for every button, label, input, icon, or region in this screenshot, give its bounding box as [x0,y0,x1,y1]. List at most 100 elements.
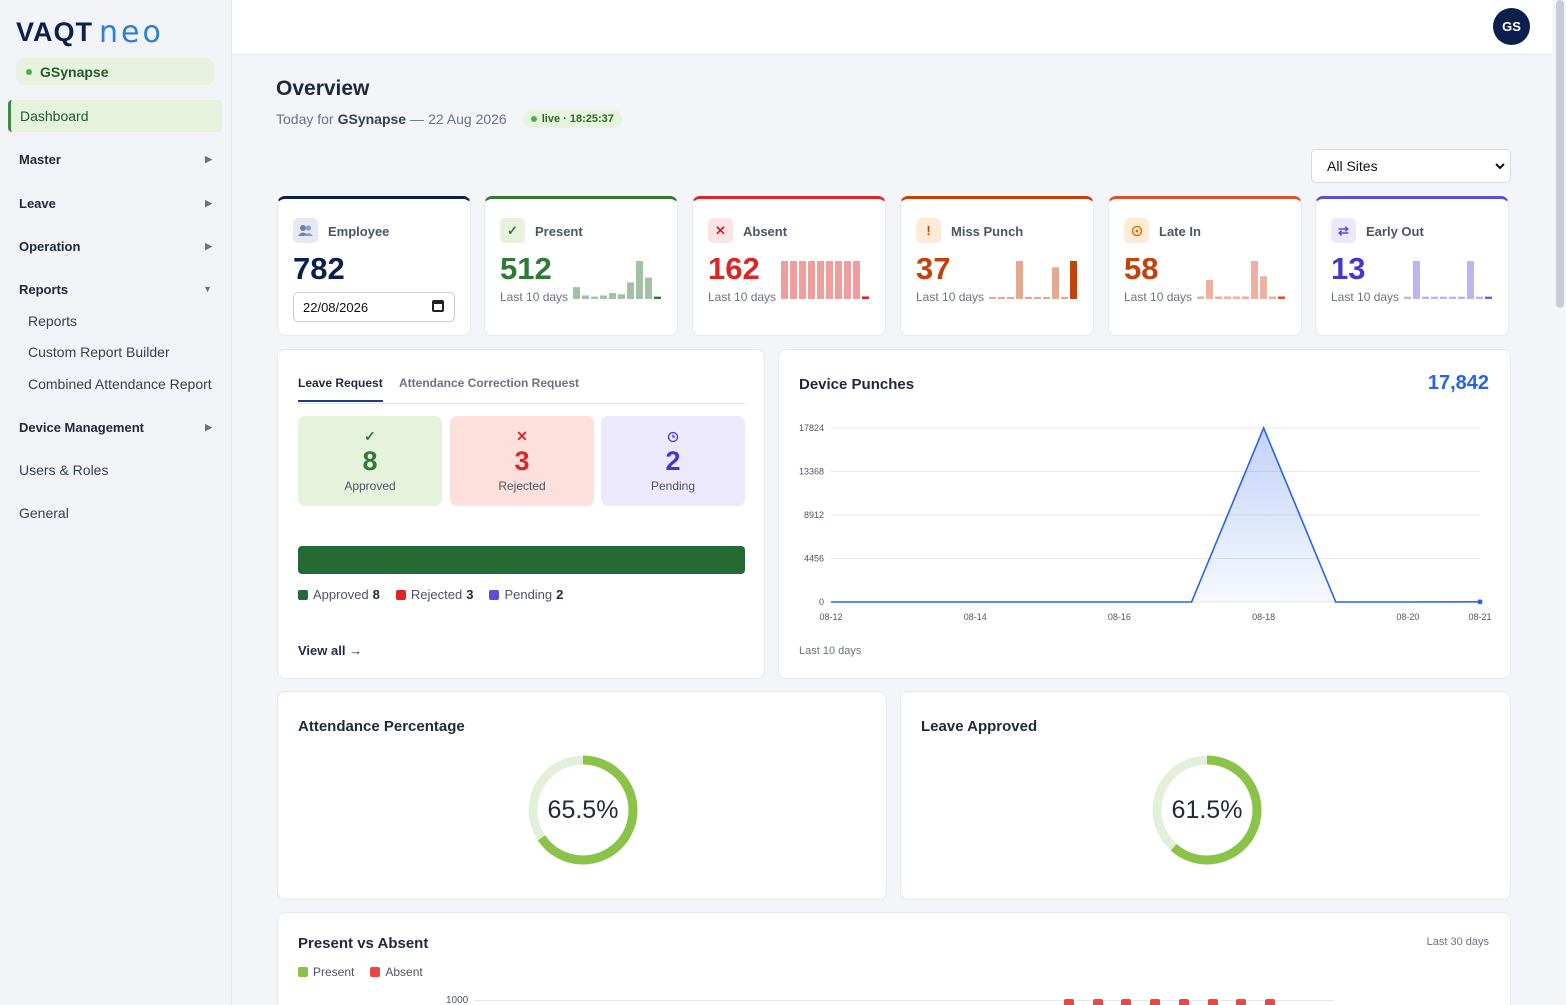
spark-bar [654,296,661,299]
legend-absent: Absent [370,965,423,979]
device-punches-caption: Last 10 days [799,645,862,657]
org-switcher[interactable]: GSynapse [16,58,214,85]
sidebar-subitem-combined-attendance-report[interactable]: Combined Attendance Report [28,376,212,392]
stat-label: Present [535,224,583,239]
absent-bar [1092,999,1103,1005]
spark-bar [1269,296,1276,299]
site-filter-value: All Sites [1327,158,1378,174]
legend-rejected: Rejected 3 [395,587,473,602]
org-status-dot [26,68,32,75]
xtick-label: 08-18 [1252,612,1275,622]
sidebar-item-label: Device Management [19,419,144,435]
sidebar-item-dashboard[interactable]: Dashboard [8,100,222,132]
stat-label: Miss Punch [951,224,1024,239]
stat-card-early-out: ⇄ Early Out 13 Last 10 days [1315,196,1509,336]
spark-bar [1449,296,1456,299]
sidebar-item-operation[interactable]: Operation ▶ [8,230,222,262]
stat-caption: Last 10 days [916,290,985,304]
leave-approved-card: Leave Approved 61.5% [900,691,1511,900]
sidebar-item-master[interactable]: Master ▶ [8,143,222,175]
spark-bar [998,296,1005,299]
leave-approved-value: 61.5% [1171,795,1243,824]
sidebar-item-device-management[interactable]: Device Management ▶ [8,411,222,443]
user-avatar[interactable]: GS [1493,8,1530,45]
sidebar-subitem-custom-report-builder[interactable]: Custom Report Builder [28,344,170,360]
device-punches-chart: 0 4456 8912 13368 17824 08-12 08-14 08-16 08-18 0… [799,423,1492,622]
stat-caption: Last 10 days [1124,290,1193,304]
sparkline-absent [781,261,869,299]
sidebar-item-general[interactable]: General [8,497,222,529]
absent-bar [1150,999,1161,1005]
stat-label: Early Out [1366,224,1424,239]
legend-label: Present [313,965,355,979]
sidebar-item-leave[interactable]: Leave ▶ [8,187,222,219]
absent-bar [1264,999,1275,1005]
subtitle-prefix: Today for [276,111,334,127]
leave-tabs: Leave Request Attendance Correction Requ… [298,376,745,404]
spark-bar [1070,261,1077,299]
spark-bar [1197,296,1204,299]
spark-bar [781,261,788,299]
spark-bar [636,261,643,299]
users-icon [293,218,318,243]
legend-count: 8 [372,587,380,602]
pending-summary[interactable]: 2 Pending [601,416,745,506]
donut-fill [528,755,638,865]
subtitle-date: 22 Aug 2026 [428,111,507,127]
employee-date-input[interactable]: 22/08/2026 [293,292,455,322]
spark-bar [808,261,815,299]
spark-bar [799,261,806,299]
site-filter-select[interactable]: All Sites [1311,149,1511,183]
page-subtitle: Today for GSynapse — 22 Aug 2026 live · … [276,110,622,128]
spark-bar [1007,296,1014,299]
present-vs-absent-title: Present vs Absent [298,935,429,952]
spark-bar [582,295,589,299]
leave-request-card: Leave Request Attendance Correction Requ… [277,349,765,679]
present-vs-absent-range: Last 30 days [1426,936,1489,948]
sidebar: VAQT neo GSynapse Dashboard Master ▶ Lea… [0,0,232,1005]
absent-bar [1236,999,1247,1005]
legend-swatch [370,967,381,977]
tab-attendance-correction[interactable]: Attendance Correction Request [399,376,580,390]
stat-card-miss-punch: ! Miss Punch 37 Last 10 days [900,196,1094,336]
spark-bar [1016,261,1023,299]
x-icon: ✕ [708,218,733,243]
tab-leave-request[interactable]: Leave Request [298,376,383,402]
spark-bar [1440,296,1447,299]
spark-bar [835,261,842,299]
chevron-right-icon: ▶ [205,197,212,208]
spark-bar [609,293,616,299]
approved-summary[interactable]: ✓ 8 Approved [298,416,442,506]
live-dot-icon [530,116,537,122]
absent-bar [1207,999,1218,1005]
attendance-percentage-card: Attendance Percentage 65.5% [277,691,887,900]
chevron-right-icon: ▶ [205,421,212,432]
sidebar-item-label: Operation [19,238,81,254]
sparkline-present [573,261,661,299]
spark-bar [1476,296,1483,299]
leave-approved-donut [1152,755,1262,865]
ytick-label: 8912 [804,510,824,520]
stat-label: Late In [1159,224,1201,239]
stat-card-absent: ✕ Absent 162 Last 10 days [692,196,886,336]
stat-value: 782 [293,251,345,286]
calendar-icon [432,300,444,312]
spark-bar [1260,276,1267,299]
sidebar-item-users-roles[interactable]: Users & Roles [8,454,222,486]
spark-bar [573,287,580,299]
brand-name-secondary: neo [99,14,164,50]
device-punches-title: Device Punches [799,376,915,393]
sidebar-subitem-reports[interactable]: Reports [28,313,78,329]
page-scrollbar[interactable] [1556,0,1564,308]
spark-bar [1413,261,1420,299]
view-all-link[interactable]: View all → [298,643,363,658]
sidebar-item-reports[interactable]: Reports ▼ [8,273,222,305]
pending-label: Pending [650,479,696,493]
spark-bar [989,296,996,299]
rejected-summary[interactable]: ✕ 3 Rejected [450,416,594,506]
legend-label: Rejected [410,587,463,602]
xtick-label: 08-16 [1108,612,1131,622]
spark-bar [1061,296,1068,299]
spark-bar [862,296,869,299]
xtick-label: 08-14 [964,612,987,622]
